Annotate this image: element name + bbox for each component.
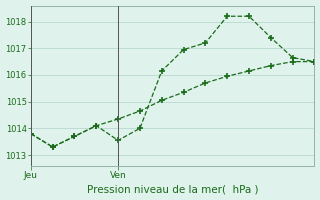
X-axis label: Pression niveau de la mer(  hPa ): Pression niveau de la mer( hPa ) bbox=[87, 184, 258, 194]
